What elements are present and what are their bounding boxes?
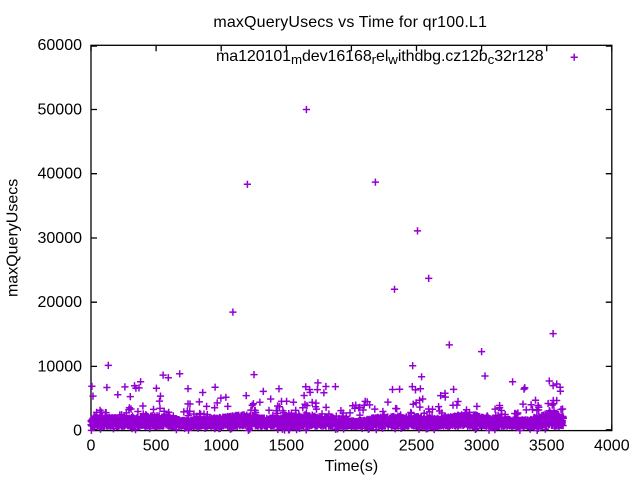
svg-text:500: 500 bbox=[143, 438, 170, 455]
svg-text:0: 0 bbox=[73, 423, 82, 440]
svg-text:0: 0 bbox=[87, 438, 96, 455]
svg-text:1500: 1500 bbox=[269, 438, 305, 455]
svg-text:maxQueryUsecs vs Time for qr10: maxQueryUsecs vs Time for qr100.L1 bbox=[213, 14, 487, 31]
svg-text:4000: 4000 bbox=[594, 438, 630, 455]
svg-text:2000: 2000 bbox=[334, 438, 370, 455]
svg-text:maxQueryUsecs: maxQueryUsecs bbox=[5, 179, 22, 297]
svg-text:1000: 1000 bbox=[203, 438, 239, 455]
svg-text:60000: 60000 bbox=[38, 37, 83, 54]
svg-text:20000: 20000 bbox=[38, 294, 83, 311]
svg-text:3500: 3500 bbox=[529, 438, 565, 455]
svg-text:10000: 10000 bbox=[38, 358, 83, 375]
svg-text:2500: 2500 bbox=[399, 438, 435, 455]
svg-text:3000: 3000 bbox=[464, 438, 500, 455]
svg-text:Time(s): Time(s) bbox=[325, 458, 379, 475]
svg-text:50000: 50000 bbox=[38, 101, 83, 118]
svg-text:ma120101mdev16168relwithdbg.cz: ma120101mdev16168relwithdbg.cz12bc32r128 bbox=[216, 48, 544, 67]
svg-text:40000: 40000 bbox=[38, 166, 83, 183]
svg-text:30000: 30000 bbox=[38, 230, 83, 247]
